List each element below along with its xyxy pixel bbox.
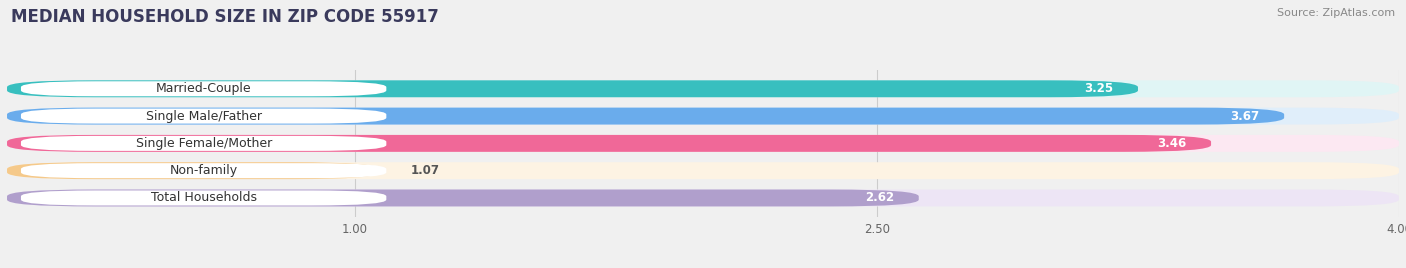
Text: 3.67: 3.67 bbox=[1230, 110, 1260, 122]
FancyBboxPatch shape bbox=[21, 136, 387, 151]
Text: Non-family: Non-family bbox=[170, 164, 238, 177]
Text: Total Households: Total Households bbox=[150, 191, 257, 204]
Text: Married-Couple: Married-Couple bbox=[156, 82, 252, 95]
FancyBboxPatch shape bbox=[21, 163, 387, 178]
FancyBboxPatch shape bbox=[21, 109, 387, 124]
FancyBboxPatch shape bbox=[21, 191, 387, 206]
FancyBboxPatch shape bbox=[7, 80, 1399, 97]
Text: Single Female/Mother: Single Female/Mother bbox=[135, 137, 271, 150]
FancyBboxPatch shape bbox=[7, 108, 1399, 125]
FancyBboxPatch shape bbox=[7, 162, 380, 179]
FancyBboxPatch shape bbox=[7, 189, 918, 206]
FancyBboxPatch shape bbox=[7, 108, 1284, 125]
Text: Single Male/Father: Single Male/Father bbox=[146, 110, 262, 122]
Text: 2.62: 2.62 bbox=[865, 191, 894, 204]
FancyBboxPatch shape bbox=[7, 135, 1211, 152]
FancyBboxPatch shape bbox=[7, 80, 1137, 97]
FancyBboxPatch shape bbox=[7, 162, 1399, 179]
Text: MEDIAN HOUSEHOLD SIZE IN ZIP CODE 55917: MEDIAN HOUSEHOLD SIZE IN ZIP CODE 55917 bbox=[11, 8, 439, 26]
FancyBboxPatch shape bbox=[21, 81, 387, 96]
FancyBboxPatch shape bbox=[7, 189, 1399, 206]
Text: 1.07: 1.07 bbox=[411, 164, 440, 177]
FancyBboxPatch shape bbox=[7, 135, 1399, 152]
Text: 3.46: 3.46 bbox=[1157, 137, 1187, 150]
Text: 3.25: 3.25 bbox=[1084, 82, 1114, 95]
Text: Source: ZipAtlas.com: Source: ZipAtlas.com bbox=[1277, 8, 1395, 18]
